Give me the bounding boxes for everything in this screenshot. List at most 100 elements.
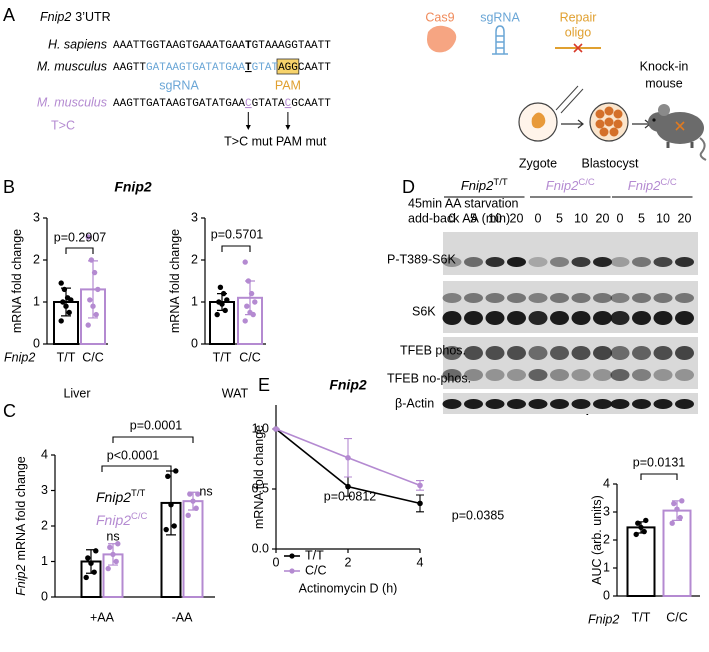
region-title: Fnip2 3’UTR [40,10,111,24]
data-point [93,548,99,554]
time-label: 5 [638,211,645,225]
arrow-head [245,125,251,130]
band [653,293,673,303]
legend-label: T/T [305,548,324,562]
band [485,257,505,267]
y-tick-label: 4 [41,447,48,461]
data-point [63,303,69,309]
data-point [87,297,93,303]
data-point [85,555,91,561]
genotype-heading: Fnip2C/C [628,177,677,194]
legend-gene: Fnip2 [96,489,131,505]
data-point [224,297,230,303]
data-point [345,455,351,461]
data-point [214,311,220,318]
band [528,311,548,325]
data-point [273,426,279,432]
band [610,311,630,325]
band [610,257,630,267]
band [675,369,694,381]
blot-label: P-T389-S6K [387,252,456,266]
band [675,399,694,409]
data-point [641,528,647,535]
blot [443,393,698,414]
band [442,293,462,303]
species: M. musculus [37,95,107,109]
y-tick-label: 1 [33,294,40,308]
band [593,346,612,360]
data-point [633,531,639,538]
data-point [216,299,222,305]
x-tick-label: C/C [666,610,688,624]
data-point [66,309,72,316]
bracket [112,436,194,443]
band [653,311,673,325]
y-axis-label-text: mRNA fold change [252,425,266,529]
data-point [110,551,116,558]
x-axis-label: WAT [222,386,249,400]
y-axis-label: AUC (arb. units) [590,495,604,585]
band [464,369,483,381]
y-tick-label: 1 [191,294,198,308]
blot-label: β-Actin [395,396,434,410]
legend-genotype: C/C [131,511,148,522]
bracket [640,473,678,480]
band [675,346,694,360]
band [593,369,612,381]
band [550,346,569,360]
y-axis-label: mRNA fold change [168,229,182,333]
data-point [58,318,64,324]
data-point [248,290,255,297]
mutation-label: PAM mut [276,134,327,148]
blot-label: TFEB phos. [400,343,466,357]
band [610,399,630,409]
band [442,399,462,409]
band [593,399,612,409]
time-label: 0 [535,211,542,225]
data-point [222,307,228,314]
band [528,399,548,409]
band [528,293,548,303]
time-label: 20 [678,211,692,225]
time-label: 20 [510,211,524,225]
data-point [113,558,119,565]
bar [662,509,692,598]
annotation: p=0.5701 [211,227,264,241]
band [653,257,673,267]
genotype: T/T [493,177,507,188]
band [571,369,591,381]
data-point [91,269,98,276]
chart-title: Fnip2 [329,377,367,393]
band [632,293,651,303]
injection [555,85,584,114]
data-point [185,512,191,519]
data-point [195,491,201,497]
band [610,293,630,303]
data-point [220,290,227,297]
data-point [88,257,95,263]
data-point [95,286,101,293]
data-point [58,280,64,286]
species: H. sapiens [48,37,107,51]
sequence-segment: GATAAGTGATATGAA [146,62,245,74]
data-point [60,299,66,305]
mutant-label: T>C [51,118,75,132]
annotation: p=0.0385 [452,508,505,522]
blot-label: S6K [412,304,436,318]
band [464,399,483,409]
sgrna-annotation: sgRNA [159,78,199,92]
sequence-segment: GCAATT [291,98,331,110]
y-tick-label: 2 [191,252,198,266]
legend-genotype: T/T [131,488,145,499]
y-axis-label-text: mRNA fold change [10,229,24,333]
legend-gene: Fnip2 [96,512,131,528]
band [610,369,630,381]
data-point [107,544,113,550]
y-tick-label: 2 [33,252,40,266]
band [507,311,526,325]
arrow [632,119,651,129]
y-tick-label: 0.0 [252,541,269,555]
condition: add-back AA (min) [408,211,510,225]
condition: 45min AA starvation [408,196,519,210]
data-point [165,473,171,479]
